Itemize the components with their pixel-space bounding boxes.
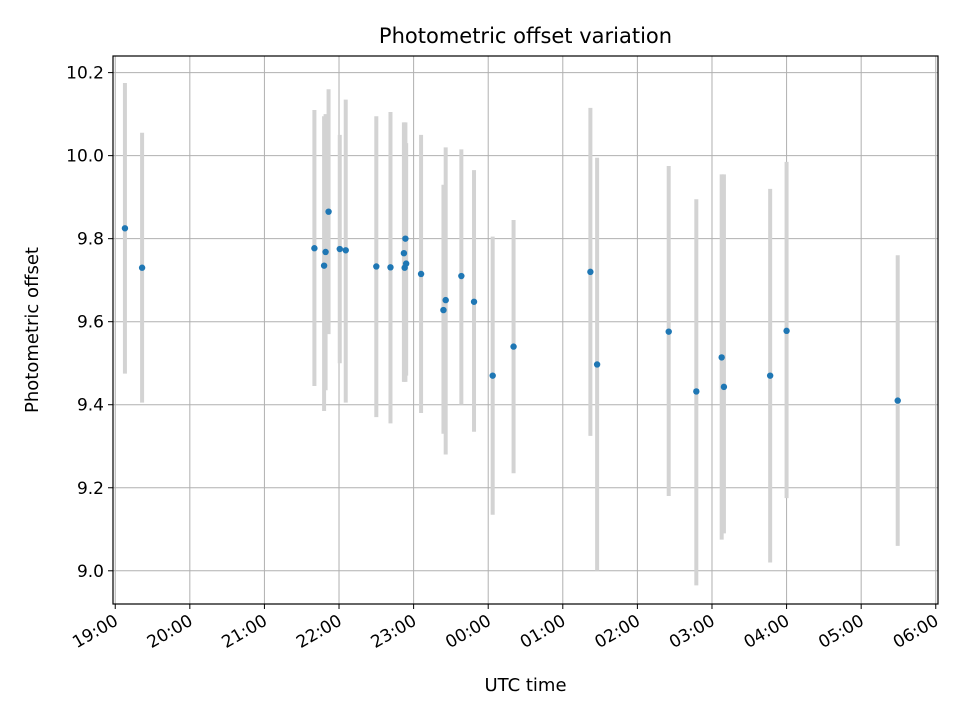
data-point [593, 361, 601, 368]
data-point [342, 247, 349, 254]
y-tick-label: 10.0 [66, 147, 104, 167]
data-point [402, 260, 410, 267]
y-tick-label: 9.2 [77, 479, 104, 499]
data-point [322, 248, 329, 256]
data-point [325, 208, 332, 215]
plot-frame [112, 55, 939, 605]
y-tick-label: 9.4 [77, 396, 104, 416]
data-point [442, 296, 449, 304]
data-point [440, 306, 447, 314]
data-point [510, 343, 517, 350]
data-point [121, 225, 129, 232]
y-tick-label: 10.2 [66, 64, 104, 84]
data-point [587, 268, 594, 276]
y-axis: 9.0 9.2 9.4 9.6 9.8 10.0 10.2 [66, 64, 113, 582]
data-point [665, 328, 672, 335]
y-tick-label: 9.6 [77, 313, 104, 333]
data-point [417, 270, 425, 278]
data-point [387, 264, 394, 271]
data-point [894, 397, 901, 404]
data-point [320, 262, 328, 269]
y-tick-label: 9.8 [77, 230, 104, 250]
data-point [718, 354, 725, 361]
data-point [311, 245, 318, 252]
data-point [458, 272, 465, 280]
data-point [470, 298, 478, 305]
data-point [720, 383, 728, 391]
data-point [373, 263, 380, 270]
chart-title: Photometric offset variation [379, 24, 672, 48]
data-point [336, 245, 343, 253]
data-point [489, 372, 496, 379]
data-point [766, 372, 774, 379]
data-points [121, 208, 901, 404]
data-point [400, 249, 408, 257]
data-point [783, 327, 790, 335]
x-axis-label: UTC time [484, 675, 566, 696]
data-point [402, 235, 409, 242]
data-point [693, 388, 700, 395]
y-tick-label: 9.0 [77, 562, 104, 582]
data-point [138, 264, 146, 271]
y-axis-label: Photometric offset [22, 247, 43, 413]
